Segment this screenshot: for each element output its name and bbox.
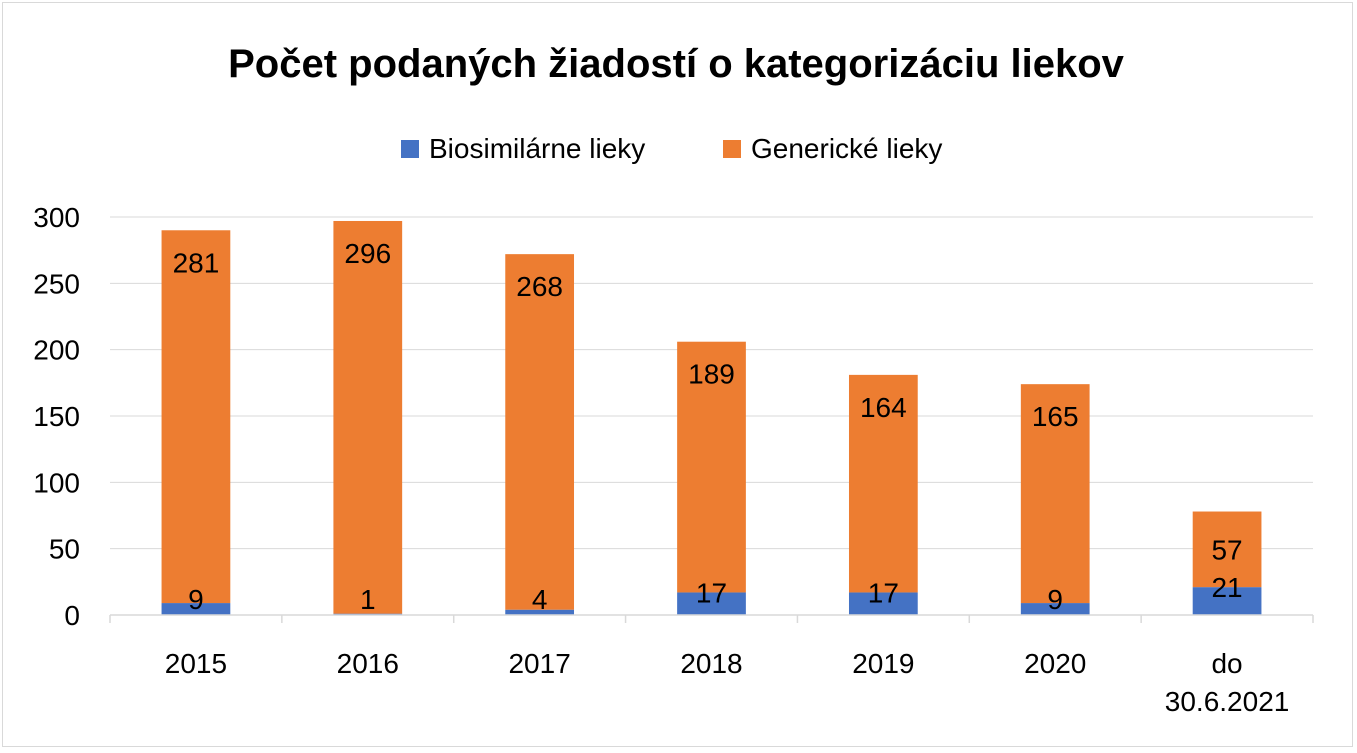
data-label: 9 xyxy=(188,584,204,615)
data-label: 21 xyxy=(1211,572,1242,603)
data-label: 4 xyxy=(532,584,548,615)
bar-biosimilar xyxy=(848,592,918,615)
data-label: 165 xyxy=(1032,401,1079,432)
bar-biosimilar xyxy=(1192,587,1262,615)
data-label: 164 xyxy=(860,392,907,423)
bar-biosimilar xyxy=(1020,603,1090,615)
legend-label: Generické lieky xyxy=(751,133,942,164)
bar-generic xyxy=(505,254,575,610)
y-tick-label: 50 xyxy=(49,534,80,565)
data-label: 189 xyxy=(688,359,735,390)
bar-generic xyxy=(333,220,403,614)
bar-biosimilar xyxy=(505,609,575,615)
bars xyxy=(161,220,1262,615)
legend-label: Biosimilárne lieky xyxy=(429,133,645,164)
y-tick-label: 150 xyxy=(33,401,80,432)
bar-generic xyxy=(677,341,746,593)
bar-biosimilar xyxy=(161,603,231,615)
bar-generic xyxy=(1192,511,1262,588)
y-axis: 0 50 100 150 200 250 300 xyxy=(33,202,80,631)
data-label: 1 xyxy=(360,584,376,615)
x-tick-label: 2020 xyxy=(1024,648,1086,679)
bar-generic xyxy=(161,230,231,604)
x-tick-label: do 30.6.2021 xyxy=(1165,648,1290,717)
legend: Biosimilárne lieky Generické lieky xyxy=(401,133,942,164)
chart-title: Počet podaných žiadostí o kategorizáciu … xyxy=(228,42,1125,86)
bar-biosimilar xyxy=(677,592,746,615)
x-tick-label: 2017 xyxy=(508,648,570,679)
x-tick-label: 2018 xyxy=(680,648,742,679)
legend-swatch xyxy=(723,140,741,158)
bar-generic xyxy=(848,374,918,593)
bar-generic xyxy=(1020,384,1090,604)
y-tick-label: 250 xyxy=(33,268,80,299)
data-label: 17 xyxy=(696,577,727,608)
x-tick-label: 2019 xyxy=(852,648,914,679)
y-tick-label: 0 xyxy=(64,600,80,631)
y-tick-label: 300 xyxy=(33,202,80,233)
y-tick-label: 200 xyxy=(33,335,80,366)
data-label: 57 xyxy=(1211,534,1242,565)
data-label: 281 xyxy=(173,247,220,278)
x-tick-label: 2015 xyxy=(165,648,227,679)
x-axis: 2015 2016 2017 2018 2019 2020 do 30.6.2021 xyxy=(109,614,1314,717)
data-label: 9 xyxy=(1047,584,1063,615)
data-label: 17 xyxy=(868,577,899,608)
data-labels: 9 281 1 296 4 268 17 189 17 164 9 165 21 57 xyxy=(173,238,1243,615)
legend-swatch xyxy=(401,140,419,158)
chart: Počet podaných žiadostí o kategorizáciu … xyxy=(33,42,1314,717)
x-tick-label: 2016 xyxy=(337,648,399,679)
y-tick-label: 100 xyxy=(33,467,80,498)
data-label: 296 xyxy=(344,238,391,269)
data-label: 268 xyxy=(516,271,563,302)
